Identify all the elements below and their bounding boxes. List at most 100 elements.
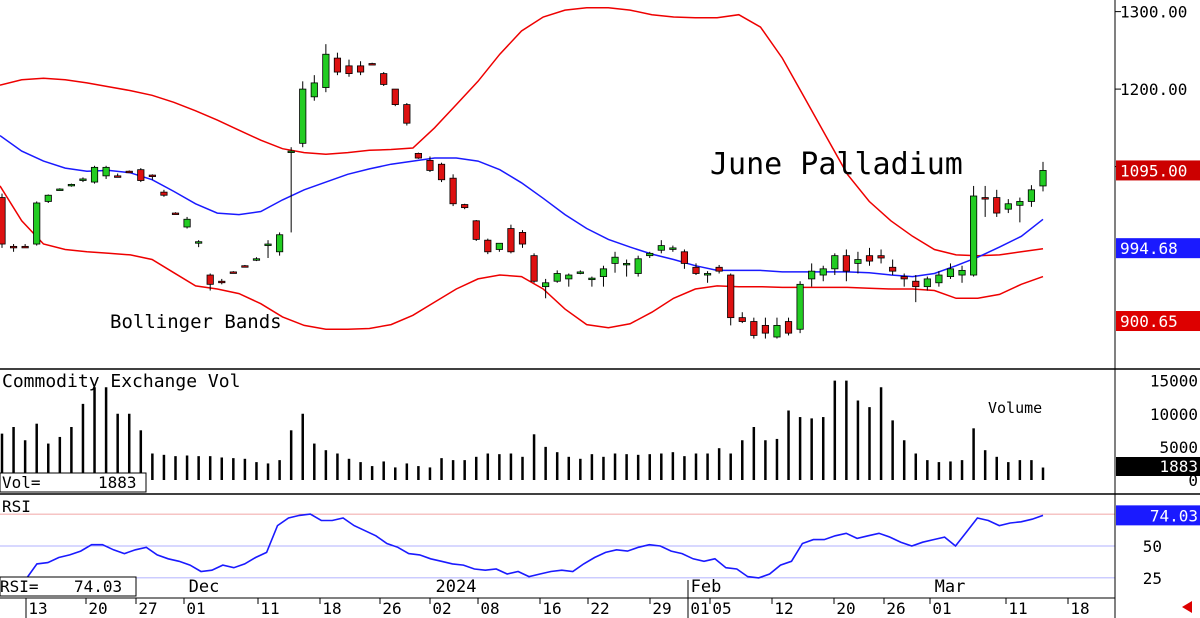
volume-readout-value: 1883 bbox=[98, 473, 137, 492]
candle-body bbox=[1039, 170, 1047, 187]
time-tick-label: 05 bbox=[712, 599, 731, 618]
candle bbox=[808, 263, 816, 287]
candle-body bbox=[773, 324, 781, 338]
candle-body bbox=[889, 266, 897, 272]
candle bbox=[380, 72, 388, 86]
candle bbox=[90, 165, 99, 184]
candle bbox=[507, 224, 515, 254]
candle bbox=[981, 185, 989, 217]
month-label: Feb bbox=[691, 577, 722, 597]
candle bbox=[784, 317, 793, 336]
candle bbox=[750, 317, 758, 339]
rsi-tick-label: 50 bbox=[1143, 537, 1162, 556]
time-tick-label: 26 bbox=[382, 599, 401, 618]
volume-readout-box bbox=[0, 472, 147, 493]
candle bbox=[414, 152, 422, 159]
candle-body bbox=[530, 255, 538, 282]
candle bbox=[102, 165, 110, 179]
time-tick-label: 16 bbox=[542, 599, 561, 618]
candle-body bbox=[21, 245, 29, 249]
time-tick-label: 01 bbox=[690, 599, 709, 618]
candle-body bbox=[599, 268, 608, 277]
candle-body bbox=[542, 282, 550, 288]
candle bbox=[1039, 161, 1047, 192]
time-tick-label: 13 bbox=[28, 599, 47, 618]
time-tick-label: 26 bbox=[886, 599, 905, 618]
candle-body bbox=[738, 317, 746, 322]
candle bbox=[912, 275, 920, 303]
candle bbox=[183, 216, 191, 229]
candle-body bbox=[900, 276, 908, 280]
candle-body bbox=[1027, 189, 1036, 202]
candle-body bbox=[403, 104, 411, 124]
rsi-badge bbox=[1116, 505, 1200, 526]
candle-body bbox=[611, 256, 619, 264]
candle bbox=[33, 201, 41, 246]
time-tick-label: 11 bbox=[1008, 599, 1027, 618]
candle-body bbox=[970, 195, 978, 276]
month-label: Mar bbox=[935, 577, 966, 597]
candle bbox=[368, 62, 376, 66]
candle bbox=[900, 273, 908, 287]
candle bbox=[715, 264, 723, 274]
candle-body bbox=[750, 321, 758, 336]
candle bbox=[542, 278, 550, 299]
candle-body bbox=[276, 234, 284, 253]
price-badge-label: 1095.00 bbox=[1120, 161, 1187, 180]
price-badge-label: 994.68 bbox=[1120, 239, 1178, 258]
scroll-arrow-icon[interactable] bbox=[1182, 601, 1192, 613]
bollinger-upper-line bbox=[0, 6, 1044, 257]
candle-body bbox=[380, 73, 388, 85]
candle-body bbox=[148, 174, 156, 177]
candle-body bbox=[67, 183, 75, 187]
candle-body bbox=[946, 268, 955, 277]
candle-body bbox=[414, 152, 422, 159]
candle-body bbox=[461, 204, 469, 209]
candle bbox=[322, 44, 330, 93]
candle bbox=[970, 185, 978, 277]
candle-body bbox=[842, 255, 850, 272]
candle bbox=[611, 251, 619, 273]
candle-body bbox=[981, 197, 989, 200]
candle bbox=[773, 317, 781, 339]
candle bbox=[761, 317, 769, 339]
candle-body bbox=[865, 255, 874, 262]
candle bbox=[403, 103, 411, 126]
chart-title: June Palladium bbox=[710, 147, 963, 182]
candle bbox=[599, 265, 608, 287]
candle bbox=[218, 278, 226, 285]
candle bbox=[426, 156, 434, 172]
candle bbox=[703, 271, 712, 283]
candle-body bbox=[206, 274, 214, 285]
price-badge bbox=[1116, 160, 1200, 181]
candle bbox=[923, 276, 931, 291]
candle-body bbox=[692, 266, 700, 274]
candle bbox=[831, 253, 839, 276]
candle bbox=[634, 255, 642, 277]
candle bbox=[669, 245, 677, 252]
time-tick-label: 02 bbox=[432, 599, 451, 618]
candle bbox=[437, 162, 446, 183]
candle-body bbox=[958, 269, 966, 276]
candle bbox=[1027, 185, 1036, 207]
candle-body bbox=[229, 271, 237, 274]
candle-body bbox=[56, 188, 64, 191]
candle bbox=[9, 244, 18, 252]
volume-tick-label: 15000 bbox=[1150, 372, 1198, 391]
candle bbox=[865, 247, 874, 266]
candle bbox=[160, 189, 168, 197]
price-badge bbox=[1116, 311, 1200, 332]
candle bbox=[195, 240, 203, 248]
candle-body bbox=[299, 88, 307, 144]
candle-body bbox=[391, 88, 399, 105]
candle-body bbox=[784, 321, 793, 334]
candle-body bbox=[33, 202, 41, 245]
candle bbox=[241, 264, 249, 268]
candle-body bbox=[831, 255, 839, 270]
candle bbox=[56, 188, 64, 191]
candle bbox=[854, 251, 862, 274]
candle-body bbox=[241, 265, 249, 268]
candle bbox=[287, 147, 295, 233]
time-tick-label: 18 bbox=[322, 599, 341, 618]
